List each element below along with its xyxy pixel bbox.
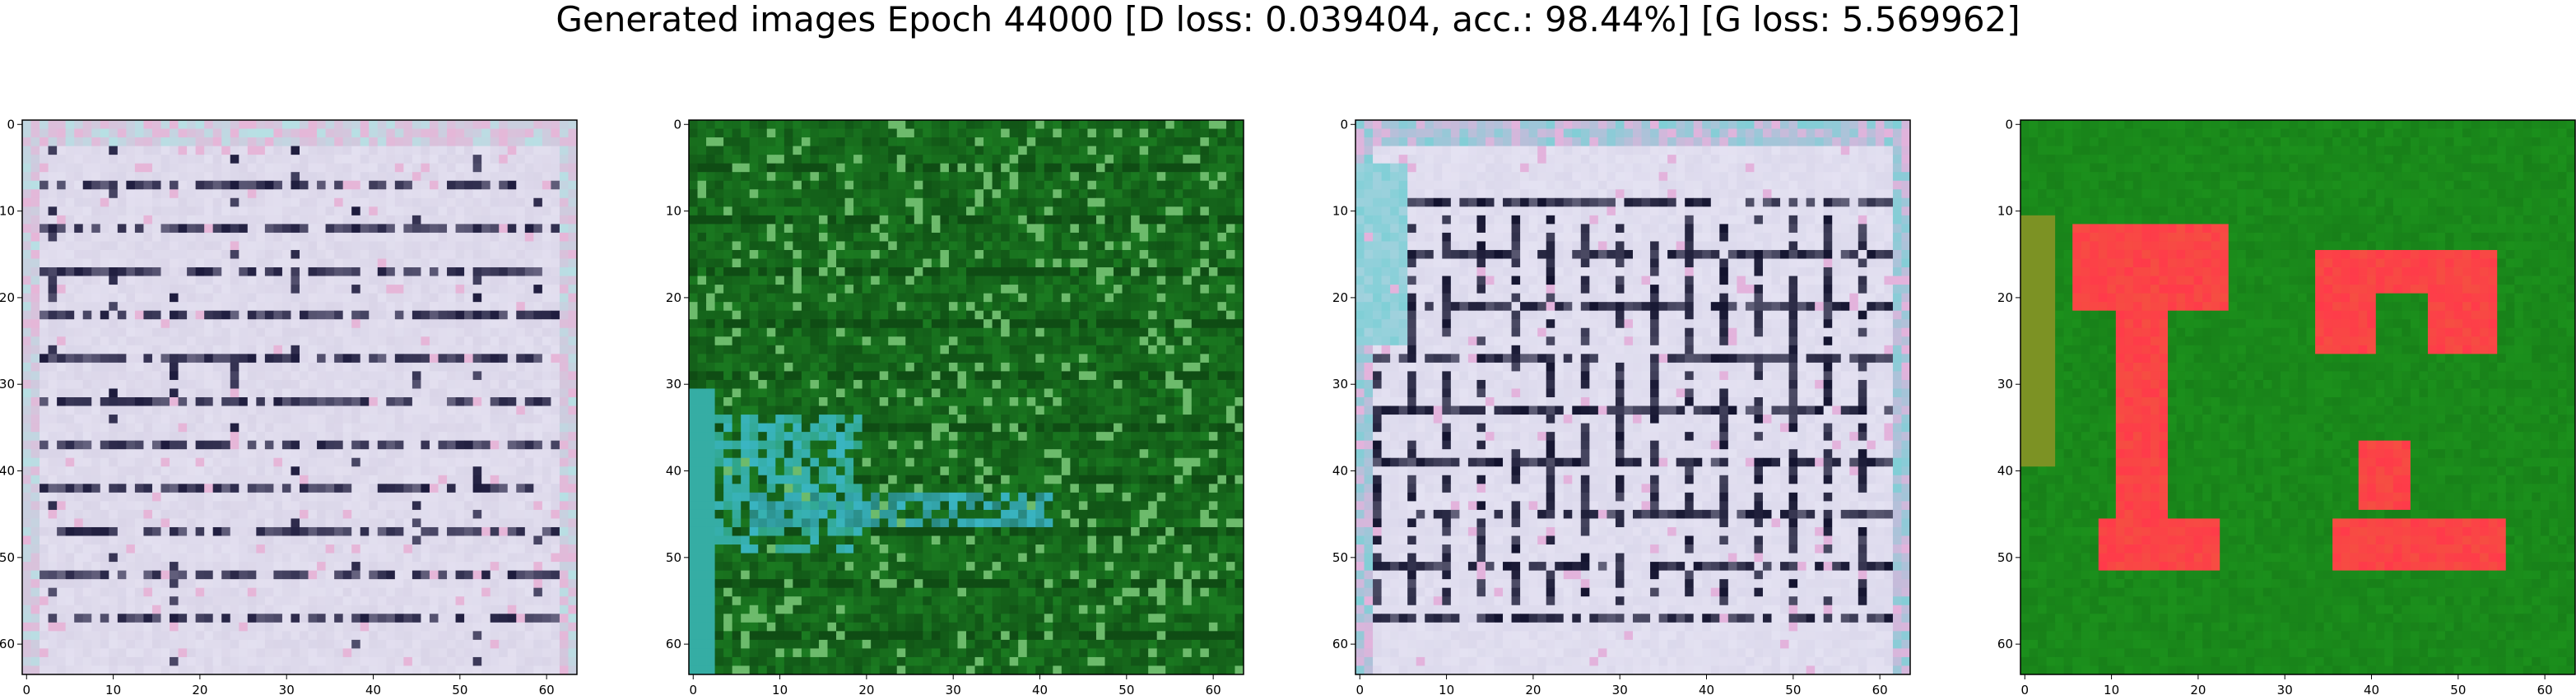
generated-pixel-image [689,120,1244,675]
y-tick-label: 20 [1332,290,1348,305]
figure-title: Generated images Epoch 44000 [D loss: 0.… [556,0,2020,39]
y-tick-label: 60 [666,637,681,651]
y-tick-label: 40 [1332,464,1348,479]
generated-pixel-image [22,120,578,675]
image-axes-3: 0 10 20 30 40 50 60 0 10 20 30 40 50 60 [1332,117,1911,695]
y-tick-label: 0 [2005,117,2013,132]
x-tick-label: 20 [192,683,207,695]
y-tick-label: 0 [7,117,15,132]
x-tick-label: 20 [2190,683,2206,695]
x-tick-label: 60 [1872,683,1888,695]
x-tick-label: 60 [1206,683,1221,695]
y-tick-label: 30 [666,377,681,392]
x-tick-label: 0 [22,683,30,695]
y-tick-label: 20 [1997,290,2013,305]
y-tick-label: 0 [1340,117,1348,132]
axes-frame [1355,119,1911,675]
y-tick-label: 40 [1997,464,2013,479]
y-tick-label: 40 [0,464,15,479]
x-tick-label: 40 [2364,683,2379,695]
axes-frame [21,119,578,675]
generated-pixel-image [2020,120,2576,675]
x-tick-label: 20 [858,683,874,695]
x-tick-label: 30 [279,683,295,695]
y-tick-label: 60 [1997,637,2013,651]
x-tick-label: 50 [2450,683,2466,695]
y-tick-label: 10 [0,204,15,219]
y-tick-label: 50 [666,550,681,565]
y-tick-label: 60 [1332,637,1348,651]
x-tick-label: 0 [1355,683,1364,695]
generated-image-panel-2: 0 10 20 30 40 50 60 0 10 20 30 40 50 60 [666,117,1244,695]
x-tick-label: 10 [105,683,121,695]
x-tick-label: 40 [1699,683,1714,695]
generated-image-panel-3: 0 10 20 30 40 50 60 0 10 20 30 40 50 60 [1332,117,1911,695]
x-tick-label: 60 [2537,683,2553,695]
image-axes-1: 0 10 20 30 40 50 60 0 10 20 30 40 50 60 [0,117,578,695]
y-tick-label: 20 [0,290,15,305]
generated-image-panel-4: 0 10 20 30 40 50 60 0 10 20 30 40 50 60 [1997,117,2576,695]
x-tick-label: 40 [1032,683,1048,695]
x-tick-label: 0 [689,683,697,695]
x-tick-label: 20 [1525,683,1541,695]
x-tick-label: 30 [946,683,961,695]
x-tick-label: 40 [365,683,381,695]
y-tick-label: 20 [666,290,681,305]
image-axes-2: 0 10 20 30 40 50 60 0 10 20 30 40 50 60 [666,117,1244,695]
y-tick-label: 30 [1997,377,2013,392]
y-tick-label: 0 [673,117,681,132]
axes-frame [2020,119,2576,675]
x-tick-label: 50 [1118,683,1134,695]
x-tick-label: 30 [1612,683,1628,695]
y-tick-label: 30 [0,377,15,392]
generated-image-panel-1: 0 10 20 30 40 50 60 0 10 20 30 40 50 60 [0,117,578,695]
image-axes-4: 0 10 20 30 40 50 60 0 10 20 30 40 50 60 [1997,117,2576,695]
x-tick-label: 50 [452,683,467,695]
x-tick-label: 10 [2104,683,2119,695]
y-tick-label: 50 [1997,550,2013,565]
y-tick-label: 30 [1332,377,1348,392]
x-tick-label: 10 [1439,683,1454,695]
x-tick-label: 0 [2020,683,2029,695]
axes-frame [688,119,1244,675]
x-tick-label: 60 [539,683,555,695]
generated-pixel-image [1355,120,1911,675]
y-tick-label: 40 [666,464,681,479]
x-tick-label: 50 [1785,683,1801,695]
y-tick-label: 50 [1332,550,1348,565]
y-tick-label: 10 [666,204,681,219]
x-tick-label: 30 [2277,683,2293,695]
y-tick-label: 10 [1332,204,1348,219]
y-tick-label: 60 [0,637,15,651]
y-tick-label: 10 [1997,204,2013,219]
y-tick-label: 50 [0,550,15,565]
x-tick-label: 10 [772,683,788,695]
